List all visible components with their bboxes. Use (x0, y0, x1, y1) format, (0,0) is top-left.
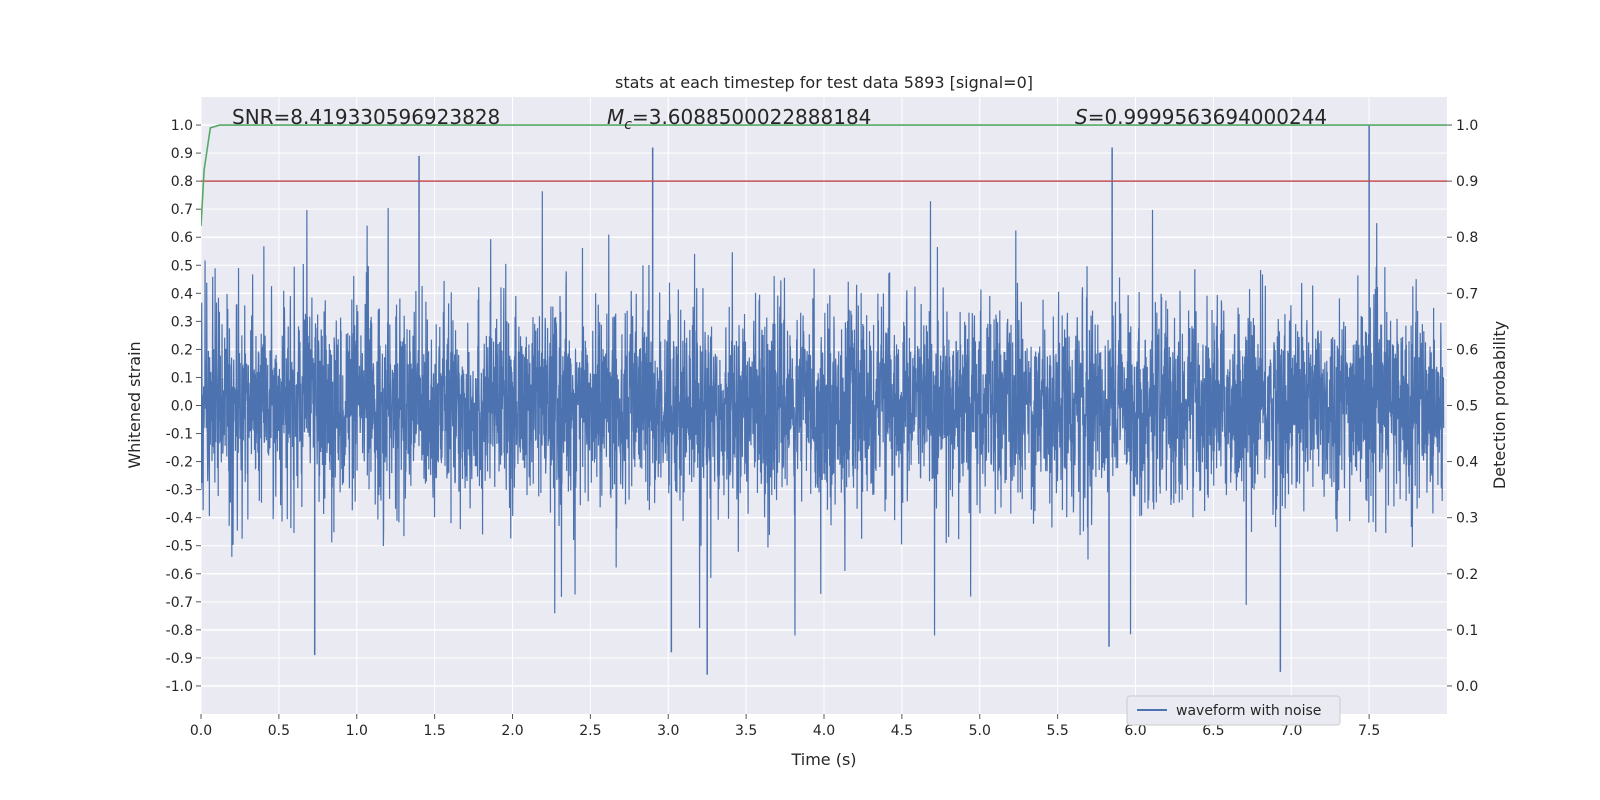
y-tick-label: 0.2 (171, 342, 193, 358)
y-tick-label: 0.7 (171, 202, 193, 218)
y-tick-label: -0.8 (166, 623, 193, 639)
x-tick-label: 1.0 (346, 723, 368, 739)
chirp-mass-annotation: Mc=3.6088500022888184 (607, 105, 871, 133)
right-tick-label: 0.8 (1456, 230, 1478, 246)
x-tick-label: 3.5 (735, 723, 757, 739)
right-tick-label: 0.6 (1456, 342, 1478, 358)
legend-box (1126, 695, 1341, 726)
y-tick-label: -0.4 (166, 511, 193, 527)
y-tick-label: -0.1 (166, 427, 193, 443)
y-tick-label: 0.1 (171, 370, 193, 386)
y-tick-label: 0.3 (171, 314, 193, 330)
right-tick-label: 0.2 (1456, 567, 1478, 583)
y-tick-label: -0.6 (166, 567, 193, 583)
x-tick-label: 3.0 (657, 723, 679, 739)
x-tick-label: 4.0 (813, 723, 835, 739)
y-tick-label: 0.9 (171, 146, 193, 162)
x-tick-label: 7.5 (1358, 723, 1380, 739)
chirp-mass-value: =3.6088500022888184 (632, 105, 871, 129)
x-tick-label: 0.5 (268, 723, 290, 739)
y-tick-label: -0.3 (166, 483, 193, 499)
chirp-mass-symbol: M (607, 105, 624, 129)
right-tick-label: 0.5 (1456, 399, 1478, 415)
y-tick-label: 0.0 (171, 399, 193, 415)
right-axis-ticks: 1.0 0.9 0.8 0.7 0.6 0.5 0.4 0.3 0.2 0.1 0.0 (1447, 118, 1478, 695)
x-tick-label: 6.0 (1124, 723, 1146, 739)
right-tick-label: 0.4 (1456, 455, 1478, 471)
waveform-series (201, 125, 1445, 675)
probability-line (201, 124, 1447, 227)
s-annotation: S=0.9999563694000244 (1075, 105, 1327, 129)
legend: waveform with noise (1126, 695, 1341, 726)
y-tick-label: 1.0 (171, 118, 193, 134)
probability-series (201, 124, 1447, 227)
y-tick-label: -0.9 (166, 651, 193, 667)
y-tick-label: 0.6 (171, 230, 193, 246)
x-tick-label: 6.5 (1202, 723, 1224, 739)
y-tick-label: -1.0 (166, 679, 193, 695)
waveform-line (201, 191, 1445, 636)
y-tick-label: -0.7 (166, 595, 193, 611)
s-symbol: S (1075, 105, 1088, 129)
right-tick-label: 0.7 (1456, 286, 1478, 302)
x-tick-label: 1.5 (423, 723, 445, 739)
right-tick-label: 1.0 (1456, 118, 1478, 134)
y-tick-label: -0.2 (166, 455, 193, 471)
y-tick-label: 0.8 (171, 174, 193, 190)
right-tick-label: 0.1 (1456, 623, 1478, 639)
s-value: =0.9999563694000244 (1088, 105, 1327, 129)
y-axis-ticks: 1.0 0.9 0.8 0.7 0.6 0.5 0.4 0.3 0.2 0.1 0.0 -0.1 -0.… (166, 118, 201, 695)
right-tick-label: 0.9 (1456, 174, 1478, 190)
x-tick-label: 2.0 (501, 723, 523, 739)
chart-title: stats at each timestep for test data 589… (615, 73, 1033, 92)
x-tick-label: 0.0 (190, 723, 212, 739)
right-tick-label: 0.3 (1456, 511, 1478, 527)
legend-label-waveform: waveform with noise (1176, 703, 1321, 719)
right-tick-label: 0.0 (1456, 679, 1478, 695)
right-axis-label: Detection probability (1490, 321, 1509, 489)
x-tick-label: 2.5 (579, 723, 601, 739)
x-tick-label: 4.5 (891, 723, 913, 739)
x-axis-label: Time (s) (790, 750, 856, 769)
y-tick-label: 0.5 (171, 258, 193, 274)
chirp-mass-subscript: c (624, 117, 632, 133)
y-tick-label: 0.4 (171, 286, 193, 302)
x-tick-label: 5.5 (1046, 723, 1068, 739)
snr-annotation: SNR=8.419330596923828 (232, 105, 500, 129)
y-axis-label: Whitened strain (125, 341, 144, 468)
x-tick-label: 7.0 (1280, 723, 1302, 739)
x-tick-label: 5.0 (969, 723, 991, 739)
x-axis-ticks: 0.0 0.5 1.0 1.5 2.0 2.5 3.0 3.5 4.0 4.5 5.0 5.5 6.0 6… (190, 714, 1380, 739)
y-tick-label: -0.5 (166, 539, 193, 555)
